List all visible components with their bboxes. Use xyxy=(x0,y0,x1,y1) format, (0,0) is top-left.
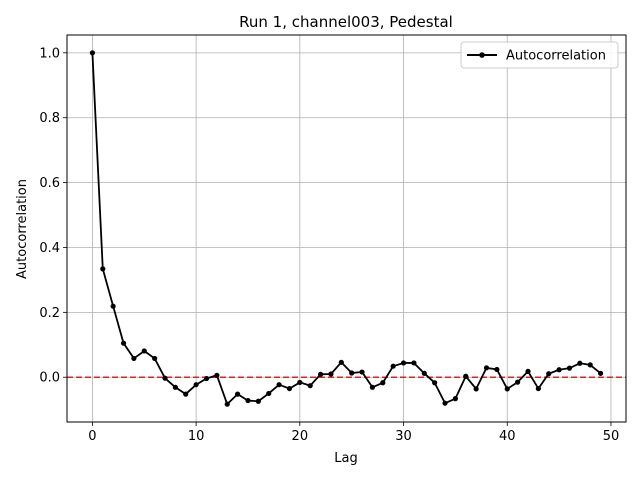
data-point xyxy=(494,366,500,373)
x-tick-label: 0 xyxy=(88,429,96,444)
data-point xyxy=(483,365,490,371)
data-point xyxy=(380,380,386,386)
legend-box xyxy=(460,41,619,69)
data-point xyxy=(597,370,604,376)
x-axis-label: Lag xyxy=(334,451,357,466)
data-point xyxy=(162,375,168,381)
y-axis: 0.0 0.2 0.4 0.6 0.8 1.0 xyxy=(39,46,67,386)
data-point xyxy=(587,362,593,368)
data-point xyxy=(317,371,324,377)
data-point xyxy=(328,371,334,377)
x-tick-label: 30 xyxy=(395,429,412,444)
data-point xyxy=(307,383,313,389)
plot-area xyxy=(89,50,604,407)
data-point xyxy=(141,348,147,354)
legend-marker-sample xyxy=(479,52,485,58)
data-point xyxy=(276,382,282,388)
data-point xyxy=(245,397,251,404)
data-point xyxy=(421,370,427,376)
y-axis-label: Autocorrelation xyxy=(15,179,30,279)
data-point xyxy=(442,400,448,406)
data-point xyxy=(577,360,583,366)
y-tick-label: 0.2 xyxy=(39,306,60,321)
x-tick-label: 40 xyxy=(499,429,516,444)
legend: Autocorrelation xyxy=(460,41,619,69)
series-line xyxy=(91,52,602,406)
x-tick-label: 10 xyxy=(188,429,205,444)
y-tick-label: 0.0 xyxy=(39,371,60,386)
data-point xyxy=(369,384,376,390)
data-point xyxy=(235,391,241,397)
data-point xyxy=(525,368,531,374)
data-point xyxy=(89,50,96,56)
y-tick-label: 0.6 xyxy=(39,176,60,191)
data-point xyxy=(546,371,552,377)
data-point xyxy=(556,367,562,373)
data-point xyxy=(515,379,521,385)
data-point xyxy=(359,369,365,375)
grid xyxy=(67,35,626,422)
data-point xyxy=(535,385,541,392)
x-axis: 0 10 20 30 40 50 xyxy=(88,422,619,444)
y-tick-label: 0.4 xyxy=(39,241,60,256)
data-point xyxy=(390,363,396,369)
data-point xyxy=(411,360,417,366)
data-point xyxy=(338,359,344,365)
data-point xyxy=(504,386,510,392)
data-point xyxy=(400,360,407,366)
data-point xyxy=(463,373,469,379)
data-point xyxy=(432,380,438,386)
legend-label: Autocorrelation xyxy=(506,49,606,64)
data-point xyxy=(203,375,210,382)
data-point xyxy=(224,401,230,407)
data-point xyxy=(172,384,178,390)
axes-frame xyxy=(66,34,627,423)
data-point xyxy=(452,396,458,402)
data-point xyxy=(100,266,106,272)
y-tick-label: 1.0 xyxy=(39,46,60,61)
data-point xyxy=(566,365,573,371)
data-point xyxy=(349,370,355,376)
data-point xyxy=(214,372,220,378)
data-point xyxy=(120,340,127,346)
data-point xyxy=(110,303,116,309)
chart-title: Run 1, channel003, Pedestal xyxy=(239,13,453,31)
x-tick-label: 50 xyxy=(603,429,620,444)
y-tick-label: 0.8 xyxy=(39,111,60,126)
data-point xyxy=(183,391,189,397)
data-point xyxy=(193,382,199,388)
x-tick-label: 20 xyxy=(292,429,309,444)
data-point xyxy=(297,379,303,386)
data-point xyxy=(266,390,272,397)
data-point xyxy=(152,355,158,362)
data-point xyxy=(255,398,261,404)
data-point xyxy=(131,355,137,362)
data-point xyxy=(286,385,293,392)
data-point xyxy=(473,386,479,392)
